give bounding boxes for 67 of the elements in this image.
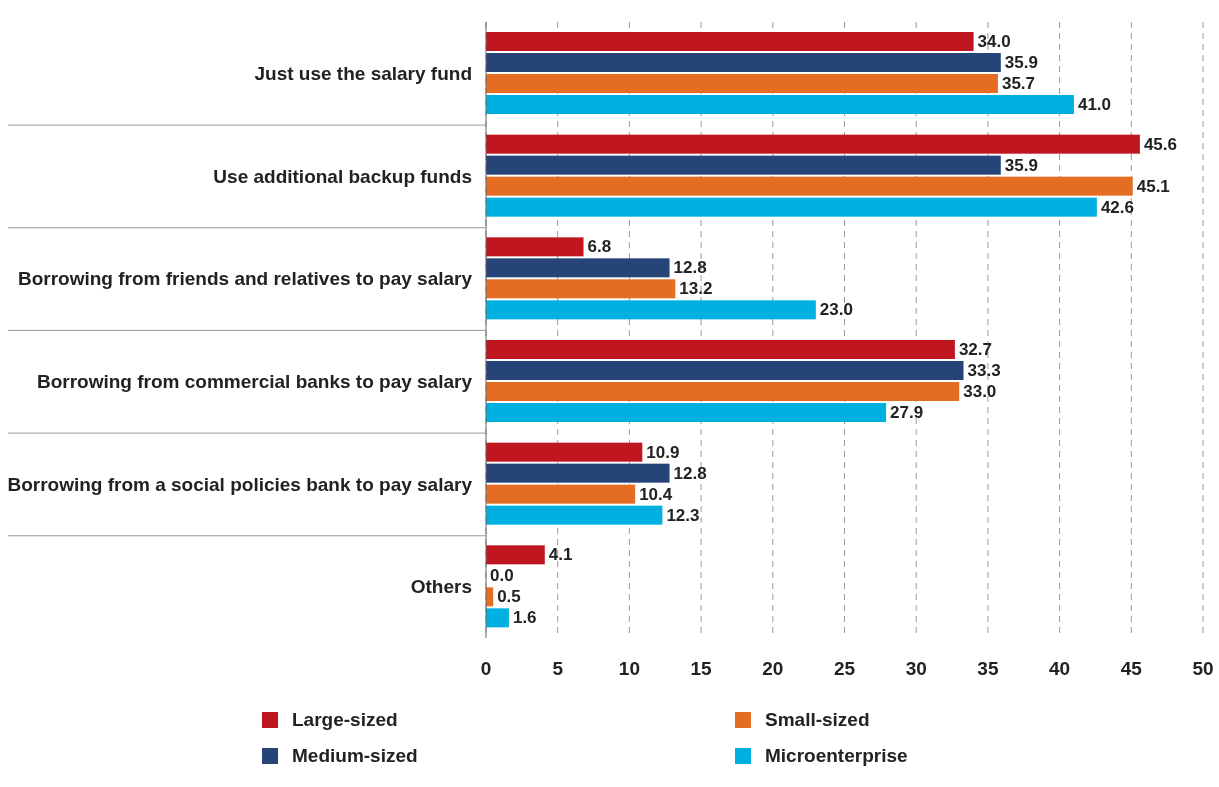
bar — [486, 134, 1140, 154]
bar — [486, 95, 1074, 114]
data-label: 10.4 — [639, 484, 673, 504]
bar — [486, 237, 584, 257]
bar — [486, 155, 1001, 175]
bar — [486, 608, 509, 628]
data-label: 12.3 — [666, 505, 700, 525]
bar — [486, 197, 1097, 217]
bar — [486, 258, 670, 278]
legend-label: Small-sized — [765, 709, 870, 731]
bar — [486, 442, 643, 462]
y-tick-label: Just use the salary fund — [254, 63, 472, 85]
x-tick-label: 50 — [1192, 658, 1214, 680]
bar — [486, 484, 636, 504]
bar — [486, 300, 816, 320]
data-label: 4.1 — [548, 545, 573, 565]
bar — [486, 463, 670, 483]
data-label: 1.6 — [512, 608, 537, 628]
data-label: 45.6 — [1143, 134, 1177, 154]
y-tick-label: Borrowing from commercial banks to pay salary — [36, 371, 473, 393]
data-label: 34.0 — [977, 32, 1011, 51]
bar — [486, 53, 1001, 72]
bar — [486, 382, 960, 401]
data-label: 42.6 — [1100, 197, 1134, 217]
data-label: 10.9 — [646, 442, 680, 462]
data-label: 0.0 — [490, 566, 514, 586]
data-label: 35.9 — [1004, 53, 1038, 72]
data-label: 33.3 — [967, 361, 1001, 380]
bar — [486, 545, 545, 565]
data-label: 12.8 — [673, 463, 707, 483]
x-tick-label: 10 — [618, 658, 640, 680]
legend-label: Medium-sized — [292, 745, 418, 767]
bar — [486, 32, 974, 51]
data-label: 45.1 — [1136, 176, 1170, 196]
bar — [486, 74, 998, 93]
bar — [486, 279, 676, 299]
data-label: 12.8 — [673, 258, 707, 278]
y-tick-label: Others — [410, 576, 472, 598]
x-tick-label: 40 — [1049, 658, 1071, 680]
data-label: 13.2 — [679, 279, 713, 299]
x-tick-label: 25 — [833, 658, 856, 680]
y-tick-label: Borrowing from friends and relatives to pay salary — [17, 268, 473, 290]
data-label: 35.9 — [1004, 155, 1038, 175]
x-tick-label: 35 — [977, 658, 999, 680]
data-label: 0.5 — [497, 587, 521, 607]
data-label: 35.7 — [1001, 74, 1036, 93]
x-tick-label: 15 — [690, 658, 713, 680]
data-label: 6.8 — [587, 237, 612, 257]
data-label: 23.0 — [819, 300, 853, 320]
data-label: 27.9 — [890, 403, 924, 422]
x-tick-label: 30 — [905, 658, 927, 680]
x-tick-label: 45 — [1120, 658, 1143, 680]
x-tick-label: 20 — [762, 658, 784, 680]
bar — [486, 403, 887, 422]
y-tick-label: Borrowing from a social policies bank to pay salary — [7, 473, 473, 495]
legend-label: Microenterprise — [765, 745, 908, 767]
y-tick-label: Use additional backup funds — [213, 165, 472, 187]
legend-label: Large-sized — [292, 709, 398, 731]
x-tick-label: 5 — [552, 658, 564, 680]
data-label: 33.0 — [963, 382, 997, 401]
bar — [486, 505, 663, 525]
data-label: 41.0 — [1077, 95, 1112, 114]
bar — [486, 340, 955, 359]
bar — [486, 361, 964, 380]
bar — [486, 176, 1133, 196]
data-label: 32.7 — [958, 340, 993, 359]
x-tick-label: 0 — [480, 658, 492, 680]
